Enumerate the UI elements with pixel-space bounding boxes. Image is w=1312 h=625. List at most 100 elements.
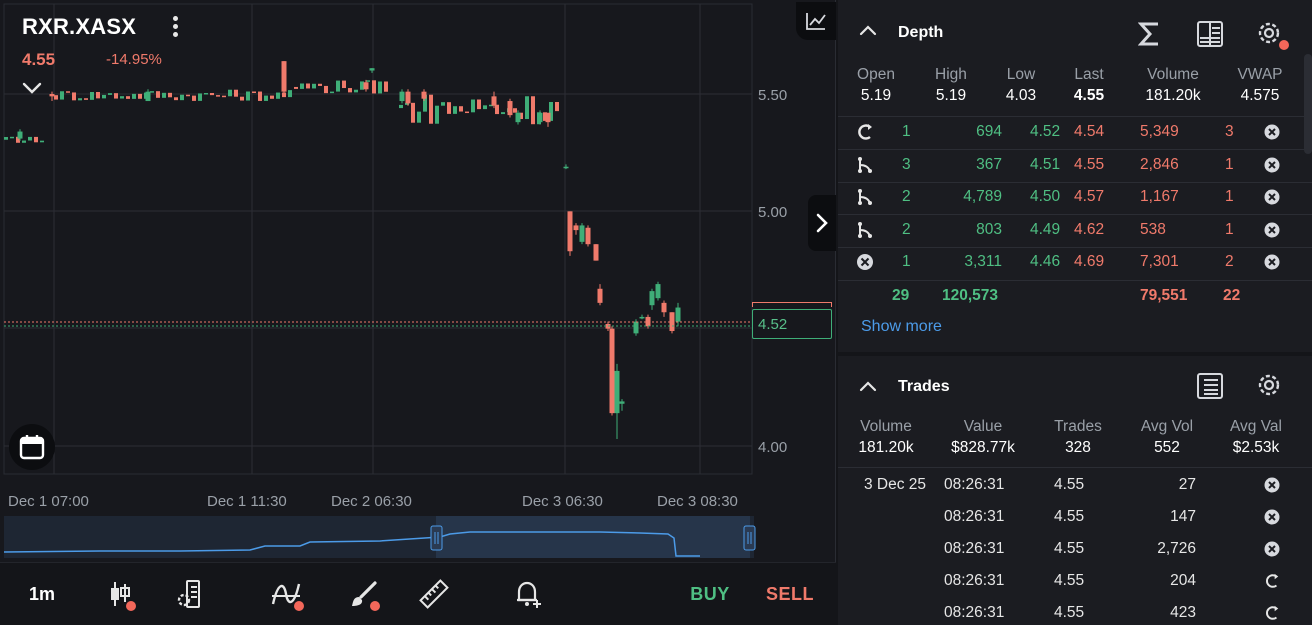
buy-button[interactable]: BUY [690, 583, 730, 604]
remove-icon[interactable] [1264, 254, 1280, 270]
trade-row[interactable]: 08:26:31 4.55 204 [838, 566, 1304, 598]
sell-button[interactable]: SELL [765, 583, 814, 604]
candle-body[interactable] [545, 112, 551, 123]
candle-body[interactable] [507, 101, 513, 116]
candle-body[interactable] [633, 321, 639, 334]
candle-body[interactable] [399, 91, 405, 102]
depth-bid-count: 2 [902, 188, 911, 206]
drawing-tools-icon[interactable] [266, 563, 306, 625]
depth-title: Depth [898, 24, 944, 41]
candle-style-icon[interactable] [100, 563, 140, 625]
candle-body[interactable] [619, 401, 625, 404]
candles-layer [4, 61, 681, 439]
chevron-down-icon[interactable] [20, 78, 44, 98]
candle-body[interactable] [661, 302, 667, 313]
remove-icon[interactable] [1264, 222, 1280, 238]
candle-body[interactable] [491, 96, 497, 106]
x-tick-label: Dec 3 08:30 [657, 493, 738, 510]
tick-candle [156, 91, 160, 98]
tick-candle [174, 97, 178, 101]
candle-body[interactable] [655, 284, 661, 299]
candle-body[interactable] [281, 61, 287, 92]
tick-candle [288, 90, 292, 98]
candle-body[interactable] [145, 91, 151, 102]
candle-body[interactable] [614, 370, 620, 414]
collapse-panel-button[interactable] [808, 195, 836, 251]
tick-candle [16, 136, 20, 143]
depth-bid-count: 3 [902, 155, 911, 173]
tick-candle [423, 94, 427, 112]
candle-body[interactable] [649, 291, 655, 306]
divider [838, 181, 1312, 183]
sum-icon[interactable] [1134, 18, 1166, 50]
chevron-up-icon[interactable] [858, 378, 878, 394]
settings-gear-icon[interactable] [1254, 18, 1289, 50]
trade-row[interactable]: 08:26:31 4.55 2,726 [838, 534, 1304, 566]
brush-icon[interactable] [344, 563, 384, 625]
stat-value: 4.575 [1240, 87, 1280, 104]
remove-icon[interactable] [1264, 157, 1280, 173]
candle-body[interactable] [405, 91, 411, 104]
add-alert-icon[interactable] [508, 563, 548, 625]
more-options-icon[interactable] [168, 14, 182, 40]
trade-row[interactable]: 08:26:31 4.55 147 [838, 502, 1304, 534]
price-chart[interactable]: 5.50 5.00 4.00 Dec 1 07:00 Dec 1 11:30 D… [0, 0, 836, 562]
candle-body[interactable] [593, 244, 599, 261]
interval-button[interactable]: 1m [28, 583, 55, 604]
navigator-handle-right[interactable] [743, 525, 756, 551]
trade-time: 08:26:31 [944, 508, 1005, 525]
tick-candle [477, 99, 481, 110]
depth-row[interactable]: 1 694 4.52 4.54 5,349 3 [838, 117, 1304, 149]
candle-body[interactable] [567, 211, 573, 252]
candle-body[interactable] [573, 225, 579, 231]
tick-candle [384, 81, 388, 92]
candle-body[interactable] [537, 112, 543, 123]
depth-row[interactable]: 1 3,311 4.46 4.69 7,301 2 [838, 247, 1304, 279]
tick-candle [102, 94, 106, 99]
divider [838, 280, 1312, 281]
refresh-icon [1266, 573, 1279, 588]
depth-row[interactable]: 2 803 4.49 4.62 538 1 [838, 215, 1304, 247]
depth-row[interactable]: 2 4,789 4.50 4.57 1,167 1 [838, 182, 1304, 214]
trade-time: 08:26:31 [944, 604, 1005, 621]
candle-body[interactable] [17, 131, 23, 139]
y-tick-label: 5.50 [758, 87, 787, 104]
layout-icon[interactable] [1194, 18, 1226, 50]
tick-candle [549, 102, 553, 121]
trade-row[interactable]: 3 Dec 25 08:26:31 4.55 27 [838, 470, 1304, 502]
depth-ask: 4.62 [1074, 220, 1105, 238]
candle-body[interactable] [579, 225, 585, 242]
navigator-window[interactable] [436, 516, 750, 558]
stat-label: Open [857, 66, 895, 83]
candle-body[interactable] [421, 91, 427, 99]
candle-body[interactable] [369, 68, 375, 71]
remove-icon[interactable] [1264, 189, 1280, 205]
show-more-link[interactable]: Show more [861, 318, 942, 335]
indicators-icon[interactable] [170, 563, 210, 625]
settings-gear-icon[interactable] [1254, 370, 1286, 402]
candle-body[interactable] [49, 94, 55, 97]
candle-body[interactable] [609, 328, 615, 414]
depth-scrollbar[interactable] [1304, 54, 1312, 154]
ruler-icon[interactable] [414, 563, 454, 625]
candle-body[interactable] [585, 227, 591, 245]
candle-body[interactable] [675, 307, 681, 322]
layout-icon[interactable] [1194, 370, 1226, 402]
candle-body[interactable] [563, 166, 569, 169]
remove-icon[interactable] [1264, 124, 1280, 140]
navigator-handle-left[interactable] [430, 525, 443, 551]
candle-body[interactable] [597, 288, 603, 303]
calendar-button[interactable] [9, 424, 55, 470]
trade-row[interactable]: 08:26:31 4.55 423 [838, 598, 1304, 625]
chevron-up-icon[interactable] [858, 22, 878, 38]
candle-body[interactable] [639, 316, 645, 319]
chart-panel[interactable]: 5.50 5.00 4.00 Dec 1 07:00 Dec 1 11:30 D… [0, 0, 836, 625]
total-bid-volume: 120,573 [942, 287, 999, 304]
split-icon [858, 189, 872, 206]
candle-body[interactable] [515, 112, 521, 123]
candle-body[interactable] [363, 82, 369, 90]
depth-row[interactable]: 3 367 4.51 4.55 2,846 1 [838, 150, 1304, 182]
refresh-icon [1266, 605, 1279, 620]
ticker-symbol[interactable]: RXR.XASX [22, 14, 137, 39]
chart-type-icon[interactable] [796, 2, 836, 40]
